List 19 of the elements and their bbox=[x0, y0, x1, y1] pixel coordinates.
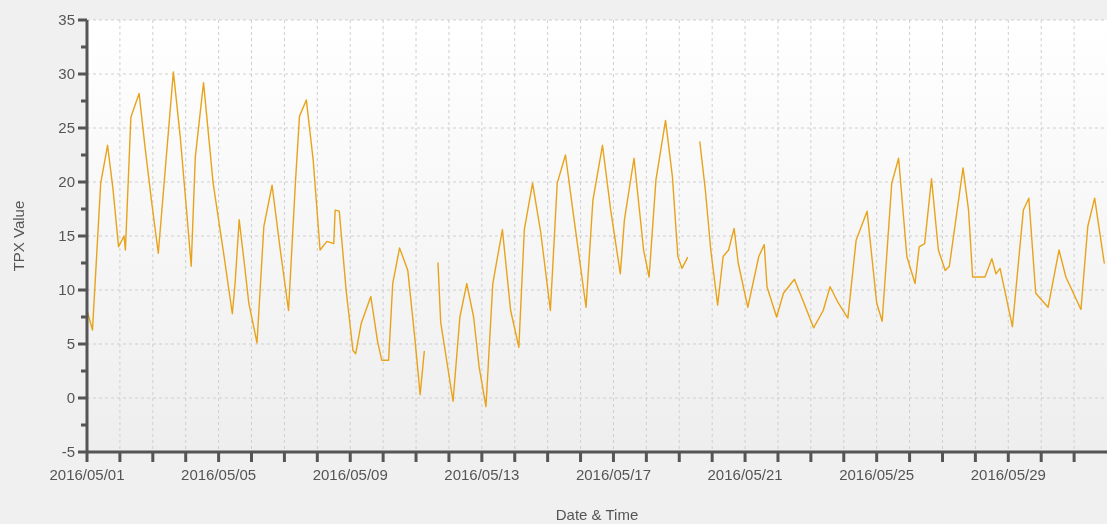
y-tick-label: 10 bbox=[58, 281, 75, 299]
y-tick-label: 20 bbox=[58, 173, 75, 191]
x-tick-label: 2016/05/25 bbox=[839, 466, 915, 483]
x-axis-title: Date & Time bbox=[555, 506, 639, 523]
x-tick-label: 2016/05/01 bbox=[49, 466, 125, 483]
y-tick-label: -5 bbox=[61, 443, 75, 461]
y-tick-label: 0 bbox=[66, 389, 75, 407]
x-tick-label: 2016/05/05 bbox=[181, 466, 257, 483]
y-axis-title: TPX Value bbox=[10, 200, 27, 272]
x-tick-label: 2016/05/09 bbox=[312, 466, 388, 483]
x-tick-label: 2016/05/17 bbox=[575, 466, 651, 483]
y-tick-label: 30 bbox=[58, 65, 75, 83]
y-tick-label: 15 bbox=[58, 227, 75, 245]
y-tick-label: 35 bbox=[58, 11, 75, 29]
x-tick-label: 2016/05/21 bbox=[707, 466, 783, 483]
x-tick-label: 2016/05/13 bbox=[444, 466, 520, 483]
y-tick-label: 25 bbox=[58, 119, 75, 137]
y-tick-label: 5 bbox=[66, 335, 75, 353]
x-tick-label: 2016/05/29 bbox=[970, 466, 1046, 483]
